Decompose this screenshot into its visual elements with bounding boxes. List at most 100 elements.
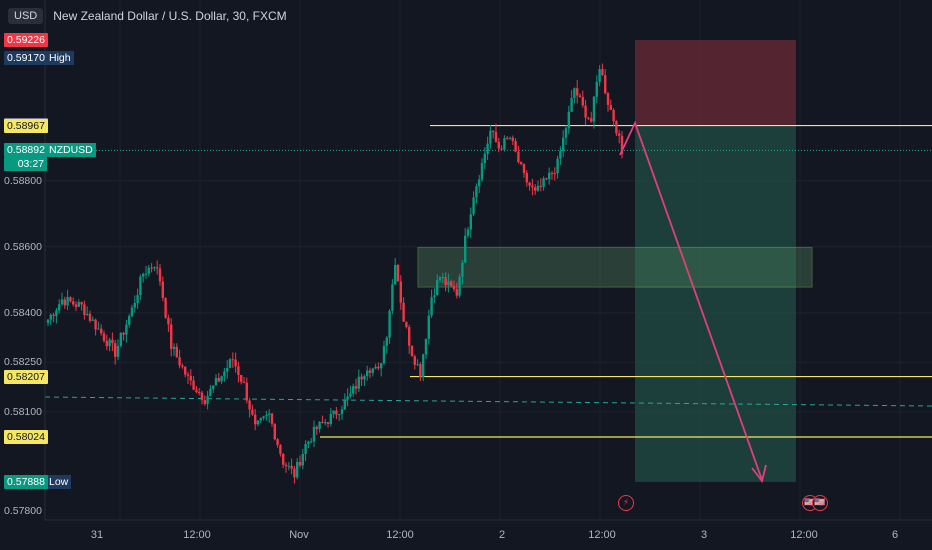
candle-body xyxy=(69,297,72,302)
candle-body xyxy=(452,286,456,290)
candle-body xyxy=(83,304,86,315)
candle-body xyxy=(298,461,302,466)
chart-header: USD New Zealand Dollar / U.S. Dollar, 30… xyxy=(8,8,287,24)
candle-body xyxy=(413,356,416,365)
candle-body xyxy=(581,97,584,106)
time-label: 12:00 xyxy=(183,529,211,541)
price-label: 0.58024 xyxy=(4,430,48,444)
countdown-label: 03:27 xyxy=(4,157,47,172)
currency-button[interactable]: USD xyxy=(8,8,44,24)
candle-body xyxy=(206,395,209,404)
candle-body xyxy=(399,281,402,303)
candle-body xyxy=(147,267,150,274)
candle-body xyxy=(396,265,400,282)
candle-body xyxy=(545,178,548,180)
candle-body xyxy=(77,302,80,307)
candle-body xyxy=(497,141,500,149)
candle-body xyxy=(522,164,526,173)
candle-body xyxy=(548,172,551,180)
candle-body xyxy=(245,382,248,401)
candle-body xyxy=(164,298,167,318)
candle-body xyxy=(223,371,226,377)
candle-body xyxy=(424,338,428,355)
price-tag: High xyxy=(46,51,74,66)
candle-body xyxy=(209,388,212,396)
candle-body xyxy=(119,332,122,346)
candle-body xyxy=(433,295,436,298)
candle-body xyxy=(534,187,537,191)
time-label: 12:00 xyxy=(588,529,616,541)
candle-body xyxy=(343,399,346,410)
candle-body xyxy=(536,185,540,191)
candle-body xyxy=(592,96,596,122)
candle-body xyxy=(528,182,531,186)
candle-body xyxy=(480,163,484,180)
candle-body xyxy=(198,391,201,393)
candle-body xyxy=(500,148,503,150)
candle-body xyxy=(368,370,372,373)
candle-body xyxy=(562,137,565,152)
candle-body xyxy=(301,453,304,466)
candle-body xyxy=(231,359,234,361)
candle-body xyxy=(310,441,313,443)
candle-body xyxy=(567,111,570,129)
candle-body xyxy=(329,414,332,424)
candle-body xyxy=(276,439,279,445)
candle-body xyxy=(214,378,218,386)
projection-arrowhead xyxy=(751,464,767,484)
candle-body xyxy=(394,265,397,285)
price-label: 0.58400 xyxy=(4,306,42,319)
candle-body xyxy=(422,354,425,378)
price-label: 0.57888 xyxy=(4,474,48,489)
time-label: 12:00 xyxy=(790,529,818,541)
candle-body xyxy=(436,280,439,296)
candle-body xyxy=(284,464,288,466)
candle-body xyxy=(374,366,377,369)
candle-body xyxy=(318,421,321,429)
candle-body xyxy=(251,409,254,415)
candle-body xyxy=(447,281,450,285)
entry-zone xyxy=(417,246,813,288)
candle-body xyxy=(312,426,316,442)
candle-body xyxy=(262,416,265,419)
symbol-title[interactable]: New Zealand Dollar / U.S. Dollar, 30, FX… xyxy=(53,9,287,23)
candle-body xyxy=(195,389,198,392)
candle-body xyxy=(242,381,246,383)
candle-body xyxy=(550,172,554,174)
event-flash-icon[interactable]: ⚡ xyxy=(618,495,634,511)
candle-body xyxy=(122,332,125,335)
candle-body xyxy=(419,364,422,378)
candle-body xyxy=(74,304,78,307)
candle-body xyxy=(531,185,534,188)
candle-body xyxy=(385,337,388,346)
candle-body xyxy=(100,328,103,334)
time-label: 12:00 xyxy=(386,529,414,541)
candle-body xyxy=(511,137,514,141)
event-us-flag-icon-2[interactable]: 🇺🇸 xyxy=(812,495,828,511)
candle-body xyxy=(66,297,69,306)
candle-body xyxy=(108,339,111,347)
candle-body xyxy=(377,366,380,369)
price-label: 0.57800 xyxy=(4,505,42,517)
candle-body xyxy=(410,345,414,357)
candle-body xyxy=(270,413,274,424)
candle-body xyxy=(539,185,542,187)
candle-body xyxy=(335,410,338,415)
candle-body xyxy=(587,117,590,119)
candle-body xyxy=(130,307,134,317)
candle-body xyxy=(494,131,498,142)
candle-body xyxy=(408,327,411,346)
candle-body xyxy=(287,465,290,467)
candle-body xyxy=(615,121,618,134)
candle-body xyxy=(234,359,237,367)
candle-body xyxy=(273,423,276,440)
candle-body xyxy=(136,295,139,303)
candle-body xyxy=(380,363,383,369)
candle-body xyxy=(559,151,562,159)
price-label: 0.58600 xyxy=(4,240,42,253)
candle-body xyxy=(450,281,453,287)
candle-body xyxy=(517,151,520,163)
candle-body xyxy=(346,396,349,400)
candle-body xyxy=(458,277,461,296)
